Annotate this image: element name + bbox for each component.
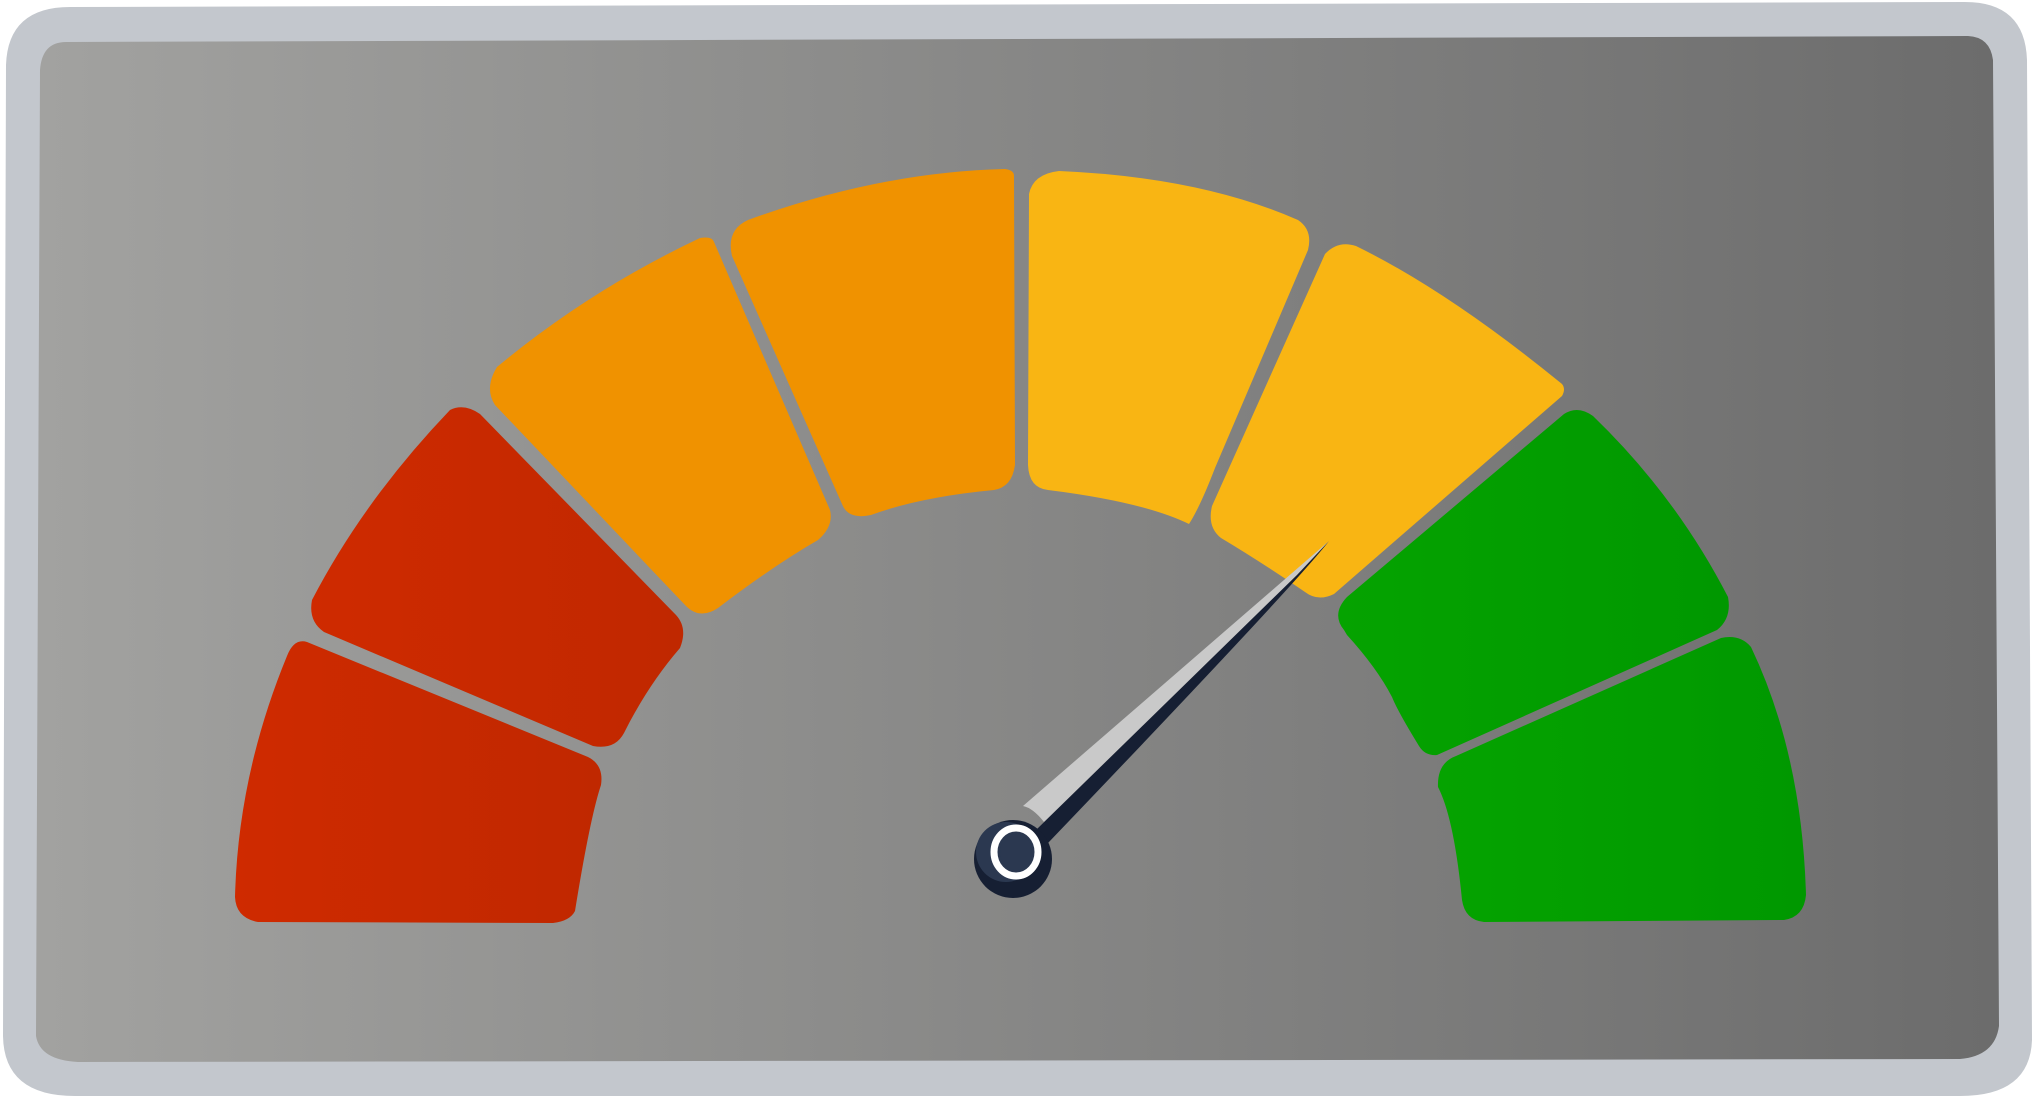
- segment-3: [489, 237, 831, 614]
- segment-4: [730, 169, 1015, 517]
- needle-highlight: [1023, 541, 1329, 822]
- hub-ring: [990, 824, 1042, 880]
- needle-shadow: [1036, 541, 1329, 843]
- gauge-segments: [235, 169, 1806, 923]
- hub-cap: [1000, 834, 1032, 870]
- segment-7: [1338, 409, 1729, 756]
- segment-1: [235, 641, 602, 923]
- gauge-needle: [1023, 541, 1329, 843]
- segment-6: [1210, 244, 1564, 598]
- segment-2: [311, 407, 684, 747]
- segment-8: [1437, 637, 1806, 922]
- needle-hub: [974, 820, 1052, 898]
- segment-5: [1028, 171, 1310, 524]
